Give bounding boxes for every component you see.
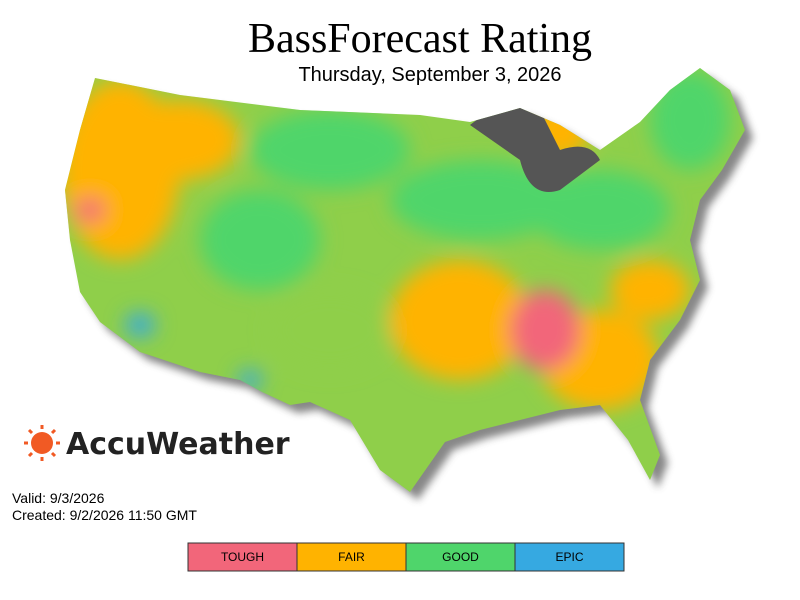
legend-label: TOUGH <box>221 550 264 564</box>
legend-label: EPIC <box>555 550 583 564</box>
brand: AccuWeather <box>66 427 290 462</box>
subtitle: Thursday, September 3, 2026 <box>298 64 561 86</box>
legend-swatch <box>405 542 516 572</box>
legend-swatch <box>514 542 625 572</box>
legend-swatch <box>187 542 298 572</box>
legend-label: FAIR <box>338 550 365 564</box>
created-date: Created: 9/2/2026 11:50 GMT <box>12 507 197 523</box>
legend-label: GOOD <box>442 550 479 564</box>
valid-date: Valid: 9/3/2026 <box>12 490 105 506</box>
logo-icon <box>24 425 60 461</box>
title: BassForecast Rating <box>248 16 592 62</box>
legend: TOUGH FAIR GOOD EPIC <box>187 542 625 572</box>
legend-swatch <box>296 542 407 572</box>
